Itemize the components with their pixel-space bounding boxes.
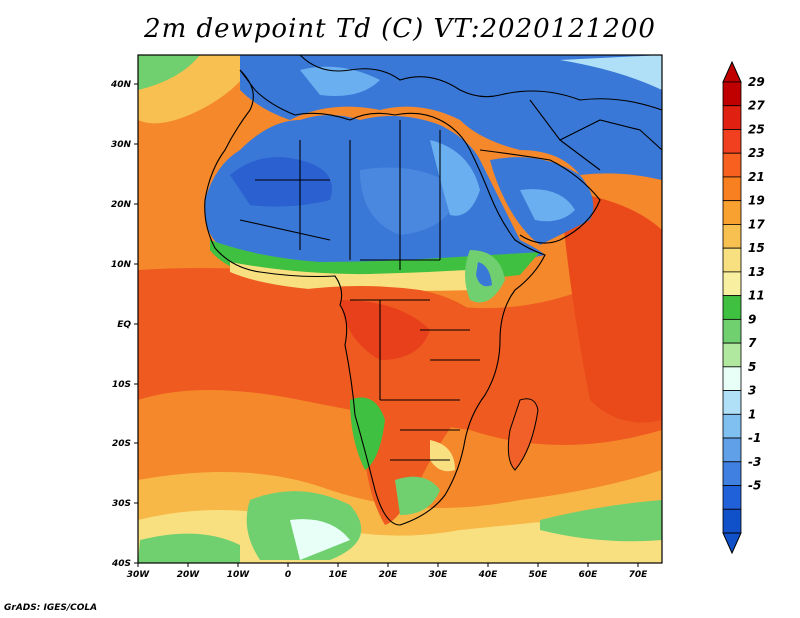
- map-frame: [137, 54, 663, 564]
- colorbar-label: 29: [748, 75, 765, 89]
- colorbar-label: 23: [748, 146, 765, 160]
- lon-label: 20W: [177, 570, 201, 580]
- colorbar-label: -1: [748, 431, 761, 445]
- colorbar-label: 19: [748, 194, 765, 208]
- colorbar-swatch: [722, 461, 742, 486]
- lon-label: 30W: [127, 570, 151, 580]
- colorbar-swatch: [722, 176, 742, 202]
- colorbar-swatch: [722, 366, 742, 391]
- colorbar-swatch: [722, 485, 742, 510]
- colorbar: 29 27 25 23 21 19 17 15 13 11 9 7 5 3 1 -1 -3 -5: [722, 60, 765, 555]
- lon-label: 0: [285, 570, 291, 580]
- lat-label: 20S: [112, 439, 131, 449]
- colorbar-swatch: [722, 295, 742, 320]
- colorbar-label: 17: [748, 217, 765, 231]
- lat-label: 10N: [111, 260, 132, 270]
- colorbar-swatch: [722, 224, 742, 249]
- colorbar-label: 3: [748, 384, 756, 398]
- lon-label: 30E: [429, 570, 449, 580]
- chart-title: 2m dewpoint Td (C) VT:2020121200: [144, 14, 656, 44]
- colorbar-label: 15: [748, 241, 765, 255]
- colorbar-label: 11: [748, 289, 765, 303]
- colorbar-swatch: [722, 437, 742, 463]
- colorbar-label: 13: [748, 265, 765, 279]
- lon-label: 60E: [579, 570, 599, 580]
- lon-label: 40E: [478, 570, 499, 580]
- lon-label: 50E: [529, 570, 549, 580]
- colorbar-swatch: [722, 129, 742, 154]
- colorbar-swatch: [722, 152, 742, 178]
- colorbar-swatch: [722, 200, 742, 225]
- colorbar-label: -3: [748, 455, 761, 469]
- coastlines: [204, 55, 662, 526]
- colorbar-label: -5: [748, 479, 761, 493]
- colorbar-swatch: [722, 390, 742, 415]
- colorbar-label: 25: [748, 122, 765, 136]
- lat-label: 30N: [111, 140, 132, 150]
- central-africa-humid: [297, 286, 493, 525]
- lat-axis: 40N 30N 20N 10N EQ 10S 20S 30S 40S: [110, 80, 132, 569]
- lat-label: 40S: [111, 559, 131, 569]
- lat-label: 10S: [112, 380, 131, 390]
- lat-label: 40N: [110, 80, 132, 90]
- lon-axis: 30W 20W 10W 0 10E 20E 30E 40E 50E 60E 70…: [127, 570, 648, 580]
- lon-label: 70E: [629, 570, 649, 580]
- colorbar-swatch: [722, 105, 742, 130]
- colorbar-bottom-arrow: [722, 532, 742, 555]
- colorbar-swatch: [722, 247, 742, 273]
- lat-label: 30S: [112, 499, 131, 509]
- colorbar-label: 21: [748, 170, 765, 184]
- colorbar-label: 9: [748, 312, 756, 326]
- colorbar-swatch: [722, 508, 742, 534]
- colorbar-label: 27: [748, 99, 765, 113]
- colorbar-swatch: [722, 342, 742, 368]
- lon-label: 20E: [379, 570, 399, 580]
- colorbar-label: 1: [748, 407, 756, 421]
- colorbar-swatch: [722, 271, 742, 297]
- colorbar-label: 7: [748, 336, 757, 350]
- colorbar-top-arrow: [722, 60, 742, 83]
- footer-credit: GrADS: IGES/COLA: [4, 603, 98, 613]
- colorbar-swatch: [722, 413, 742, 439]
- colorbar-swatch: [722, 318, 742, 344]
- lon-label: 10E: [329, 570, 349, 580]
- colorbar-label: 5: [748, 360, 756, 374]
- lat-label: 20N: [111, 200, 132, 210]
- lat-label: EQ: [117, 320, 131, 330]
- lon-label: 10W: [227, 570, 251, 580]
- colorbar-swatch: [722, 81, 742, 107]
- map-panel: [138, 55, 662, 563]
